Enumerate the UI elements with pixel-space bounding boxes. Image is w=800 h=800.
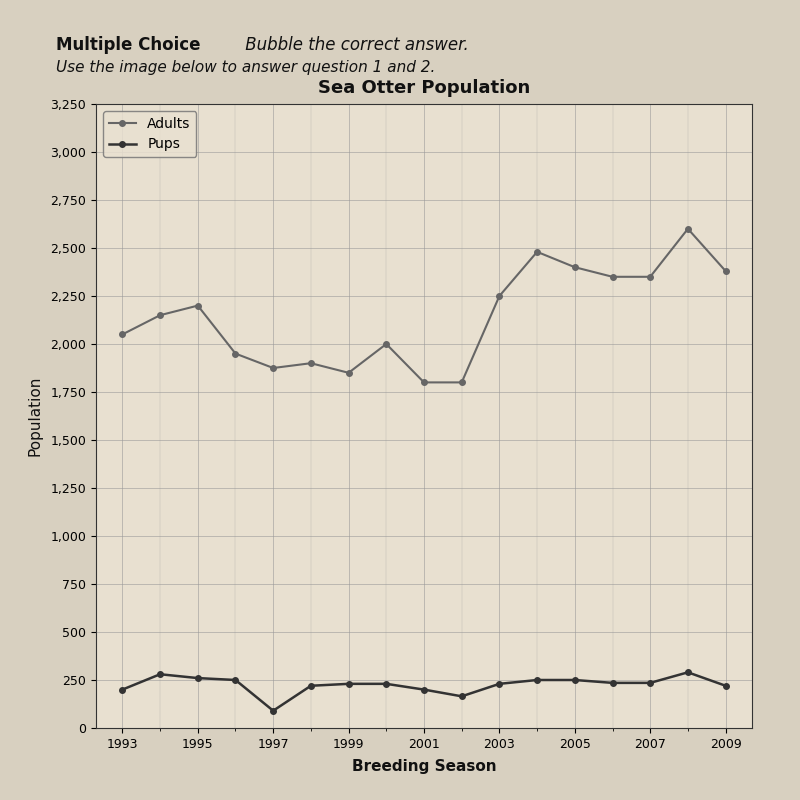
Pups — [532, 675, 542, 685]
Adults — [344, 368, 354, 378]
Adults — [382, 339, 391, 349]
Adults — [155, 310, 165, 320]
Adults — [570, 262, 580, 272]
Text: Bubble the correct answer.: Bubble the correct answer. — [240, 36, 469, 54]
Pups — [193, 674, 202, 683]
Text: Use the image below to answer question 1 and 2.: Use the image below to answer question 1… — [56, 60, 435, 75]
Pups — [494, 679, 504, 689]
Adults — [306, 358, 316, 368]
Adults — [494, 291, 504, 301]
Y-axis label: Population: Population — [27, 376, 42, 456]
Pups — [683, 667, 693, 677]
Adults — [193, 301, 202, 310]
Pups — [155, 670, 165, 679]
Line: Pups: Pups — [120, 670, 728, 714]
Pups — [118, 685, 127, 694]
Line: Adults: Adults — [120, 226, 728, 385]
Legend: Adults, Pups: Adults, Pups — [103, 111, 196, 157]
Adults — [268, 363, 278, 373]
Pups — [608, 678, 618, 688]
Title: Sea Otter Population: Sea Otter Population — [318, 79, 530, 97]
Adults — [118, 330, 127, 339]
Pups — [230, 675, 240, 685]
Pups — [457, 691, 466, 701]
Adults — [721, 266, 730, 276]
Adults — [457, 378, 466, 387]
Adults — [532, 247, 542, 257]
Adults — [646, 272, 655, 282]
Adults — [608, 272, 618, 282]
Text: Multiple Choice: Multiple Choice — [56, 36, 201, 54]
Pups — [419, 685, 429, 694]
Pups — [721, 681, 730, 690]
Pups — [306, 681, 316, 690]
X-axis label: Breeding Season: Breeding Season — [352, 759, 496, 774]
Adults — [419, 378, 429, 387]
Pups — [344, 679, 354, 689]
Adults — [230, 349, 240, 358]
Pups — [646, 678, 655, 688]
Adults — [683, 224, 693, 234]
Pups — [382, 679, 391, 689]
Pups — [570, 675, 580, 685]
Pups — [268, 706, 278, 715]
